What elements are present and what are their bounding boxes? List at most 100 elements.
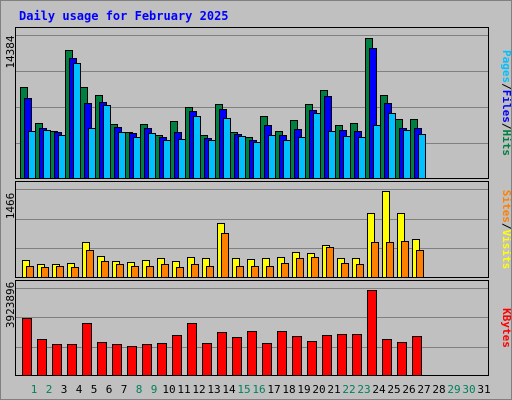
x-tick-label: 28 [432, 383, 445, 396]
kbytes-panel-bar-fill [217, 332, 227, 376]
x-tick-label: 18 [282, 383, 295, 396]
x-tick-label: 2 [46, 383, 53, 396]
visits-panel-bar-fill [116, 264, 124, 278]
visits-panel-bar-fill [416, 250, 424, 278]
visits-panel-legend: Sites/Visits [500, 190, 512, 270]
hits-panel-bar-fill [328, 131, 336, 179]
kbytes-panel: 3923896 KBytes [4, 280, 512, 376]
kbytes-panel-bar-fill [277, 331, 287, 376]
x-tick-label: 26 [402, 383, 415, 396]
kbytes-panel-bar-fill [22, 318, 32, 376]
x-tick-label: 20 [312, 383, 325, 396]
visits-panel-bar [386, 242, 394, 278]
kbytes-panel-bar [127, 346, 137, 376]
kbytes-panel-bar [277, 331, 287, 376]
visits-panel-bar [176, 267, 184, 278]
kbytes-panel-bar [187, 323, 197, 376]
kbytes-panel-bar-fill [202, 343, 212, 376]
kbytes-panel-border [15, 280, 489, 376]
hits-panel-bar [58, 135, 66, 179]
hits-panel-bar-fill [268, 135, 276, 179]
visits-panel-bar-fill [191, 264, 199, 278]
visits-panel-bar-fill [41, 267, 49, 278]
kbytes-panel-bar-fill [157, 343, 167, 376]
kbytes-panel-bar [382, 339, 392, 376]
x-tick-label: 25 [387, 383, 400, 396]
visits-panel-bar-fill [131, 266, 139, 278]
visits-panel-bar-fill [401, 241, 409, 278]
kbytes-panel-legend: KBytes [500, 308, 512, 348]
kbytes-panel-bar [412, 336, 422, 376]
x-tick-label: 14 [222, 383, 236, 396]
visits-panel-legend-item: Sites [500, 190, 512, 223]
hits-panel-bar [208, 140, 216, 179]
hits-panel-bar [43, 130, 51, 179]
kbytes-panel-bar-fill [262, 343, 272, 376]
kbytes-panel-bar-fill [397, 342, 407, 376]
visits-panel-max-label: 1466 [4, 193, 17, 220]
hits-panel-bar-fill [343, 136, 351, 179]
hits-panel-bar [343, 136, 351, 179]
kbytes-panel-bar-fill [352, 334, 362, 376]
kbytes-panel-bar [292, 336, 302, 376]
visits-panel-bar-fill [266, 266, 274, 278]
hits-panel-legend-item: Pages [500, 50, 512, 83]
visits-panel-legend-item: / [500, 223, 512, 230]
hits-panel-bar [268, 135, 276, 179]
visits-panel-bar [56, 266, 64, 278]
visits-panel-bar [416, 250, 424, 278]
kbytes-panel-bar [67, 344, 77, 376]
kbytes-panel-bar-fill [52, 344, 62, 376]
hits-panel-bar-fill [133, 137, 141, 179]
kbytes-panel-max-label: 3923896 [4, 282, 17, 328]
kbytes-panel-bar [52, 344, 62, 376]
visits-panel-bar-fill [161, 264, 169, 278]
visits-panel-bar-fill [101, 261, 109, 278]
kbytes-panel-bar-fill [412, 336, 422, 376]
hits-panel-bar-fill [103, 105, 111, 179]
hits-panel-bar [238, 136, 246, 179]
x-tick-label: 10 [162, 383, 175, 396]
hits-panel-bar [388, 113, 396, 179]
kbytes-panel-bar [247, 331, 257, 376]
kbytes-panel-bar-fill [82, 323, 92, 376]
hits-panel-legend-item: / [500, 123, 512, 130]
hits-panel-bar-fill [238, 136, 246, 179]
x-tick-label: 4 [76, 383, 83, 396]
visits-panel-bar-fill [356, 264, 364, 278]
kbytes-panel-bar [262, 343, 272, 376]
chart-title: Daily usage for February 2025 [19, 9, 229, 23]
hits-panel-bar [148, 133, 156, 179]
visits-panel-bar [206, 266, 214, 278]
hits-panel-bar-fill [208, 140, 216, 179]
kbytes-panel-bar [352, 334, 362, 376]
x-tick-label: 27 [417, 383, 430, 396]
hits-panel-bar-fill [178, 139, 186, 179]
kbytes-panel-bar-fill [127, 346, 137, 376]
visits-panel-bar [266, 266, 274, 278]
visits-panel-bar-fill [206, 266, 214, 278]
x-tick-label: 24 [372, 383, 386, 396]
hits-panel-bar-fill [283, 140, 291, 179]
hits-panel-bar [253, 142, 261, 179]
visits-panel-bar [26, 266, 34, 278]
visits-panel-bar [221, 233, 229, 278]
kbytes-panel-bar-fill [142, 344, 152, 376]
visits-panel-bar [41, 267, 49, 278]
hits-panel-max-label: 14384 [4, 35, 17, 68]
x-tick-label: 3 [61, 383, 68, 396]
x-tick-label: 7 [121, 383, 128, 396]
hits-panel-bar-fill [73, 63, 81, 179]
hits-panel-bar [313, 113, 321, 179]
x-tick-label: 23 [357, 383, 370, 396]
x-tick-label: 16 [252, 383, 265, 396]
hits-panel-bar [163, 140, 171, 179]
kbytes-panel-bar-fill [172, 335, 182, 376]
visits-panel-legend-item: Visits [500, 230, 512, 270]
visits-panel-bar-fill [386, 242, 394, 278]
visits-panel-bar [236, 266, 244, 278]
x-tick-label: 8 [136, 383, 143, 396]
hits-panel-bar-fill [193, 116, 201, 179]
visits-panel-bar-fill [382, 191, 390, 278]
kbytes-panel-bar [322, 335, 332, 376]
